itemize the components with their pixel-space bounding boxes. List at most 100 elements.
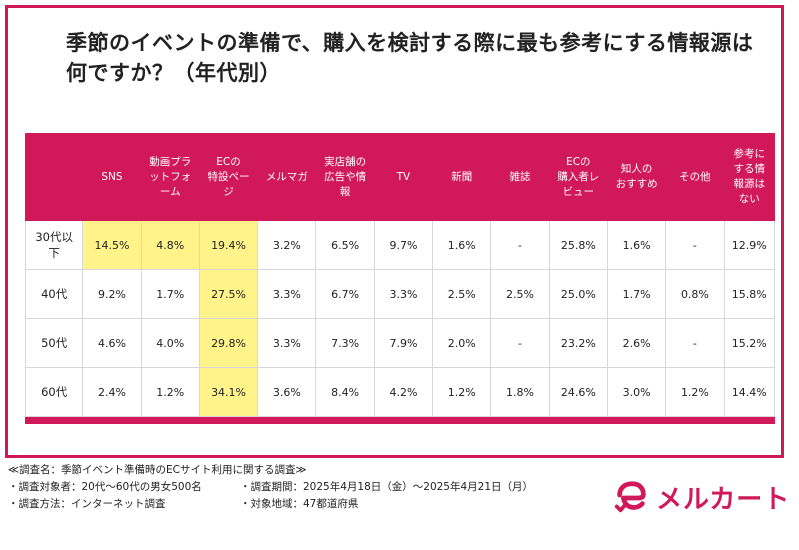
- column-header-line: 報源は: [733, 178, 766, 190]
- table-corner: [24, 133, 84, 221]
- column-header-line: 新聞: [451, 170, 473, 183]
- column-header-line: TV: [396, 170, 411, 183]
- table-cell: -: [490, 318, 550, 368]
- survey-region: ・対象地域：47都道府県: [240, 498, 359, 510]
- table-cell: 7.3%: [315, 318, 375, 368]
- column-header: 参考にする情報源はない: [723, 133, 776, 221]
- table-cell: 3.3%: [257, 269, 317, 319]
- row-label-line: 30代以: [35, 230, 73, 244]
- table-cell: 19.4%: [198, 220, 259, 270]
- table-cell: 3.0%: [606, 367, 667, 417]
- table-cell: 1.2%: [432, 367, 492, 417]
- table-cell: 9.7%: [373, 220, 434, 270]
- table-row: 50代 4.6% 4.0% 29.8% 3.3% 7.3% 7.9% 2.0% -23.2% 2.…: [24, 318, 776, 368]
- column-header-line: おすすめ: [615, 178, 658, 190]
- table-cell: 0.8%: [665, 269, 725, 319]
- row-label-line: 50代: [41, 336, 68, 350]
- chart-title: 季節のイベントの準備で、購入を検討する際に最も参考にする情報源は何ですか？（年代…: [66, 31, 754, 85]
- column-header-line: ECの: [566, 155, 591, 168]
- column-header-line: ジ: [223, 185, 234, 198]
- brand-name: メルカート: [656, 484, 791, 515]
- table-cell: 9.2%: [82, 269, 142, 319]
- column-header-line: ットフォ: [149, 170, 192, 183]
- column-header-line: 広告や情: [324, 170, 367, 183]
- table-cell: 15.8%: [723, 269, 776, 319]
- table-cell: 14.4%: [723, 367, 776, 417]
- column-header-line: ーム: [159, 185, 181, 198]
- column-header: その他: [665, 133, 725, 221]
- table-cell: 1.7%: [140, 269, 200, 319]
- table-row: 60代 2.4% 1.2% 34.1% 3.6% 8.4% 4.2% 1.2% 1.8% 24.6…: [24, 367, 776, 417]
- table-cell: 1.6%: [606, 220, 667, 270]
- column-header-line: その他: [679, 170, 711, 183]
- column-header-line: 動画プラ: [149, 155, 192, 168]
- row-label: 30代以下: [24, 220, 84, 270]
- column-header-line: 報: [339, 185, 351, 198]
- table-cell: 7.9%: [373, 318, 434, 368]
- column-header-line: する情: [733, 163, 766, 175]
- survey-notes: ≪調査名：季節イベント準備時のECサイト利用に関する調査≫ ・調査対象者：20代…: [8, 462, 533, 513]
- column-header-line: ビュー: [562, 185, 595, 198]
- column-header-line: SNS: [101, 170, 123, 183]
- brand-mark-icon: [614, 481, 646, 513]
- survey-period: ・調査期間：2025年4月18日（金）〜2025年4月21日（月）: [240, 481, 534, 493]
- column-header-line: 特設ペー: [207, 170, 250, 183]
- table-cell: 2.0%: [432, 318, 492, 368]
- table-cell: 4.2%: [373, 367, 434, 417]
- column-header: TV: [373, 133, 434, 221]
- table-cell: 14.5%: [82, 220, 142, 270]
- table-cell: -: [665, 318, 725, 368]
- table-cell: 1.6%: [432, 220, 492, 270]
- table-cell: 3.6%: [257, 367, 317, 417]
- table-cell: 1.8%: [490, 367, 550, 417]
- row-label: 40代: [24, 269, 84, 319]
- table-cell: 1.2%: [140, 367, 200, 417]
- column-header-line: 実店舗の: [324, 155, 367, 168]
- brand-logo: メルカート: [612, 475, 790, 519]
- table-cell: 4.0%: [140, 318, 200, 368]
- table-cell: 4.6%: [82, 318, 142, 368]
- data-table: SNS 動画プラ ットフォ ーム ECの 特設ページメルマガ 実店舗の 広告や情報 TV 新聞 雑誌…: [24, 133, 776, 417]
- table-row: 30代以下 14.5% 4.8% 19.4% 3.2% 6.5% 9.7% 1.6% -25.8…: [24, 220, 776, 270]
- table-cell: 3.2%: [257, 220, 317, 270]
- column-header: ECの 購入者レ ビュー: [548, 133, 608, 221]
- column-header: 新聞: [432, 133, 492, 221]
- column-header: 知人の おすすめ: [606, 133, 667, 221]
- table-cell: 1.2%: [665, 367, 725, 417]
- table-cell: 27.5%: [198, 269, 259, 319]
- table-cell: 25.0%: [548, 269, 608, 319]
- table-cell: 2.6%: [606, 318, 667, 368]
- column-header-line: ない: [738, 193, 760, 205]
- table-cell: 6.5%: [315, 220, 375, 270]
- table-cell: 24.6%: [548, 367, 608, 417]
- column-header: SNS: [82, 133, 142, 221]
- column-header-line: 知人の: [620, 163, 653, 175]
- table-cell: 2.5%: [490, 269, 550, 319]
- survey-method: ・調査方法：インターネット調査: [8, 498, 166, 510]
- row-label-line: 下: [48, 246, 60, 260]
- row-label: 60代: [24, 367, 84, 417]
- table-cell: 3.3%: [373, 269, 434, 319]
- table-cell: 4.8%: [140, 220, 200, 270]
- survey-target: ・調査対象者：20代〜60代の男女500名: [8, 481, 202, 493]
- table-cell: 8.4%: [315, 367, 375, 417]
- column-header-line: ECの: [216, 155, 241, 168]
- table-cell: 3.3%: [257, 318, 317, 368]
- table-cell: 1.7%: [606, 269, 667, 319]
- column-header: ECの特設ページ: [198, 133, 259, 221]
- column-header: 雑誌: [490, 133, 550, 221]
- row-label-line: 40代: [41, 287, 68, 301]
- table-cell: 29.8%: [198, 318, 259, 368]
- table-cell: -: [490, 220, 550, 270]
- column-header-line: メルマガ: [265, 170, 308, 183]
- table-cell: 2.4%: [82, 367, 142, 417]
- table-cell: 12.9%: [723, 220, 776, 270]
- row-label-line: 60代: [41, 385, 68, 399]
- row-label: 50代: [24, 318, 84, 368]
- column-header-line: 参考に: [733, 148, 766, 160]
- column-header-line: 雑誌: [509, 170, 531, 183]
- table-cell: 23.2%: [548, 318, 608, 368]
- table-cell: 2.5%: [432, 269, 492, 319]
- table-cell: 25.8%: [548, 220, 608, 270]
- column-header: 実店舗の 広告や情報: [315, 133, 375, 221]
